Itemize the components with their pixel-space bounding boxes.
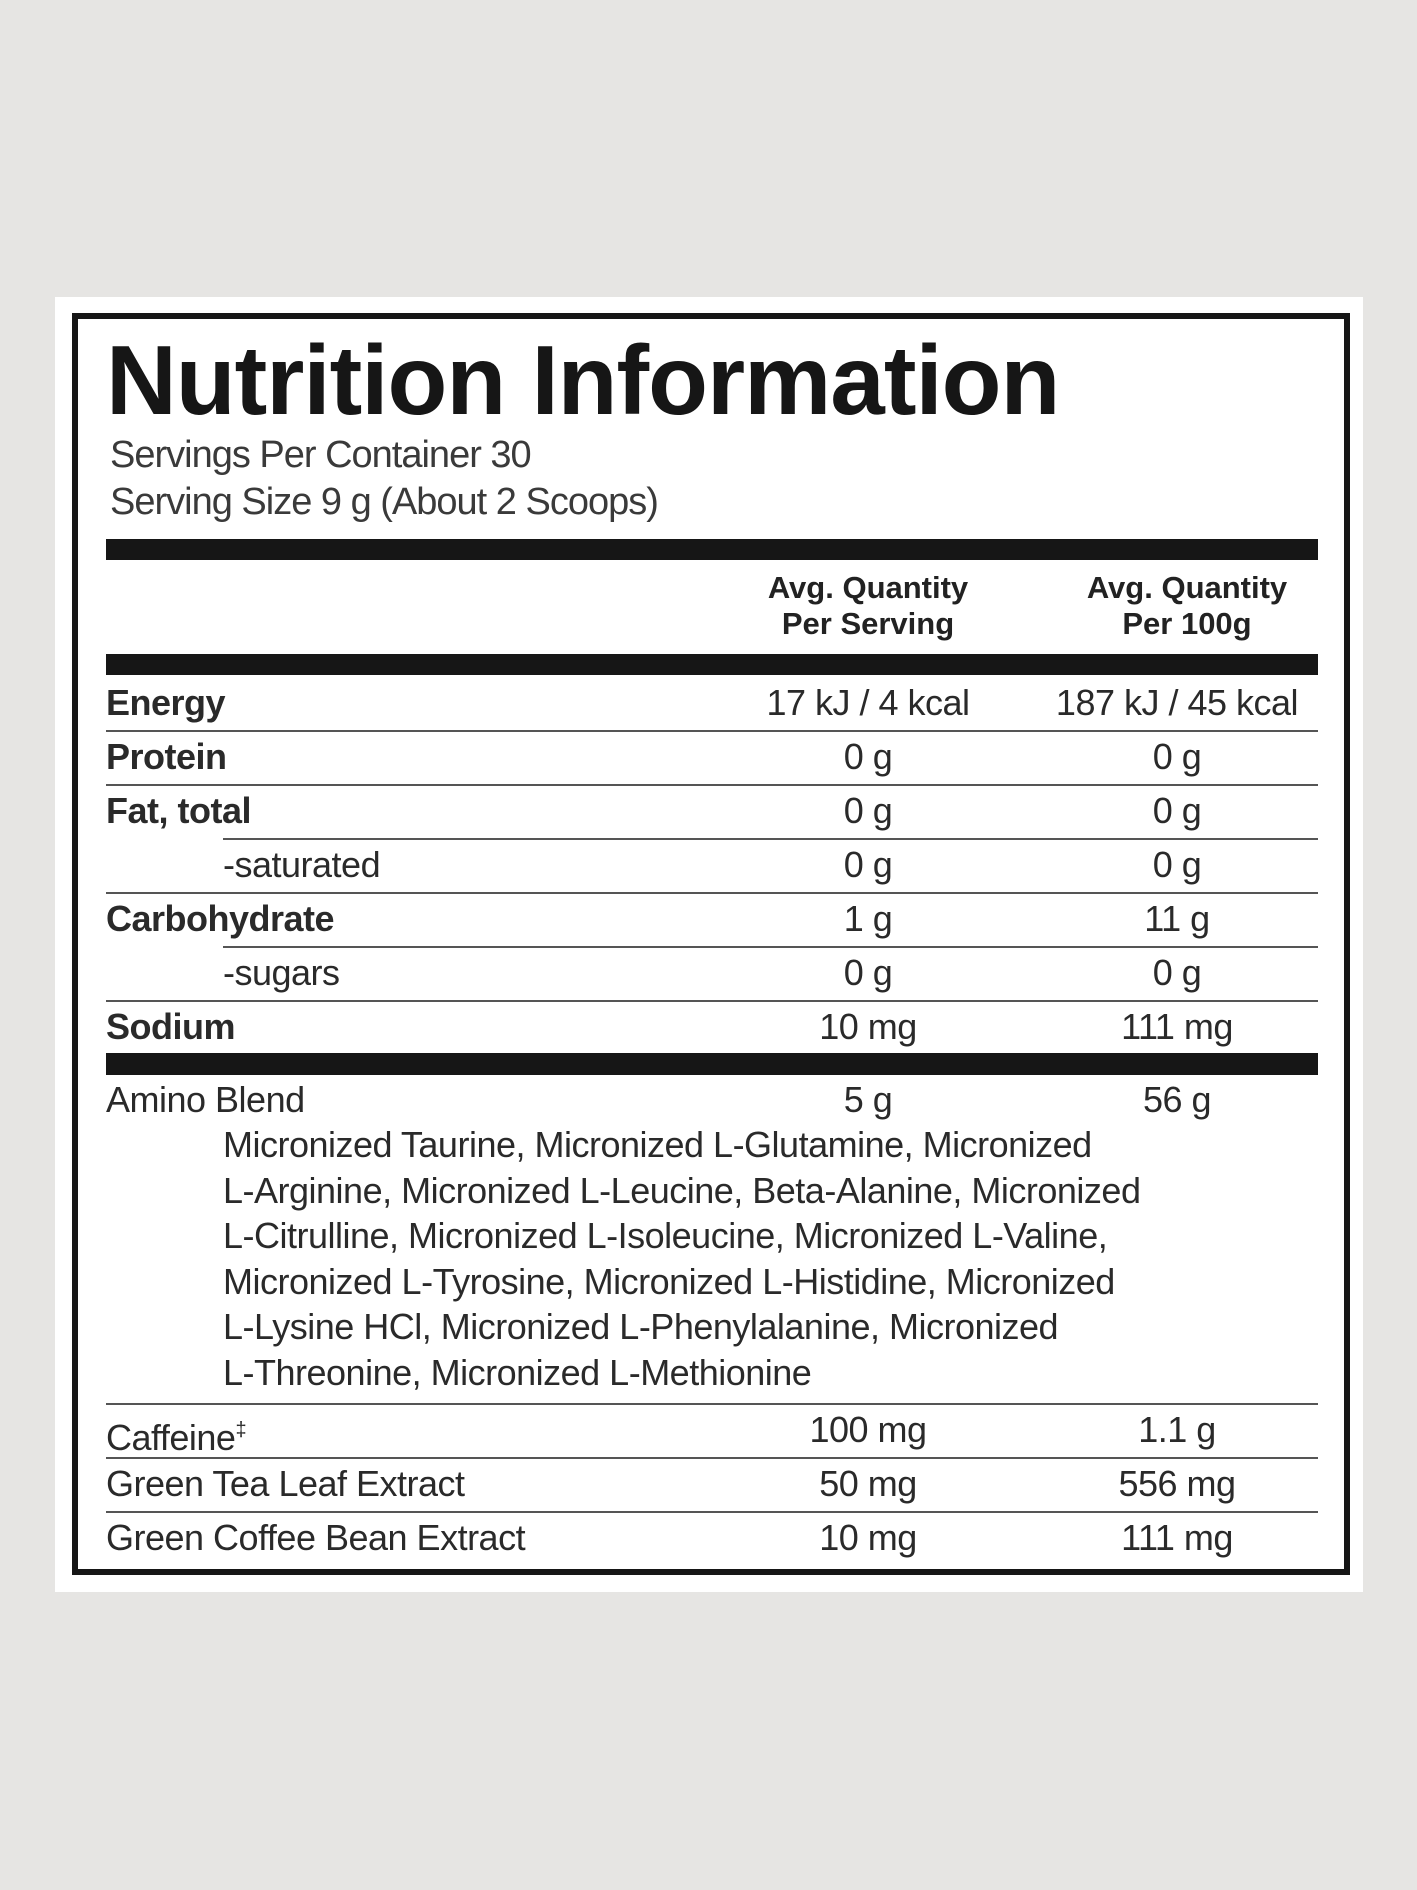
per-serving-value: 0 g [843, 790, 893, 831]
nutrient-label: Green Tea Leaf Extract [106, 1463, 465, 1504]
per-100g-value: 56 g [1142, 1079, 1212, 1120]
nutrient-row-sodium: Sodium 10 mg 111 mg [106, 1000, 1318, 1054]
per-serving-value: 5 g [843, 1079, 893, 1120]
nutrient-row-energy: Energy 17 kJ / 4 kcal 187 kJ / 45 kcal [106, 676, 1318, 730]
per-serving-value: 1 g [843, 898, 893, 939]
nutrient-row-sugars: -sugars 0 g 0 g [106, 946, 1318, 1000]
nutrient-row-protein: Protein 0 g 0 g [106, 730, 1318, 784]
thick-divider [106, 1053, 1318, 1075]
per-100g-value: 0 g [1152, 790, 1202, 831]
per-serving-value: 10 mg [819, 1517, 917, 1558]
servings-per-container: Servings Per Container 30 [110, 434, 532, 476]
footnote-mark: ‡ [235, 1419, 247, 1441]
nutrient-label: Caffeine‡ [106, 1403, 247, 1465]
amino-blend-row: Amino Blend 5 g 56 g [106, 1073, 1318, 1127]
other-ingredients-table: Caffeine‡ 100 mg 1.1 g Green Tea Leaf Extr… [106, 1403, 1318, 1565]
per-serving-value: 50 mg [819, 1463, 917, 1504]
nutrient-label: Amino Blend [106, 1079, 305, 1120]
ingredient-line: Micronized Taurine, Micronized L-Glutami… [223, 1124, 1092, 1165]
serving-size: Serving Size 9 g (About 2 Scoops) [110, 481, 659, 523]
per-100g-value: 1.1 g [1138, 1409, 1216, 1450]
column-header-per-100g: Avg. Quantity Per 100g [1046, 570, 1328, 642]
per-100g-value: 556 mg [1118, 1463, 1236, 1504]
nutrient-row-saturated: -saturated 0 g 0 g [106, 838, 1318, 892]
per-serving-value: 0 g [843, 844, 893, 885]
nutrient-label: Protein [106, 736, 227, 777]
per-100g-value: 0 g [1152, 844, 1202, 885]
header-line: Avg. Quantity [1086, 570, 1288, 605]
nutrient-label: -sugars [223, 952, 340, 993]
nutrient-label: Fat, total [106, 790, 252, 831]
per-serving-value: 0 g [843, 952, 893, 993]
per-serving-value: 0 g [843, 736, 893, 777]
nutrient-label: Sodium [106, 1006, 236, 1047]
header-line: Per 100g [1122, 606, 1252, 641]
per-100g-value: 11 g [1144, 898, 1210, 939]
caffeine-label: Caffeine [106, 1417, 236, 1458]
ingredient-row-green-coffee: Green Coffee Bean Extract 10 mg 111 mg [106, 1511, 1318, 1565]
per-serving-value: 100 mg [809, 1409, 927, 1450]
column-header-per-serving: Avg. Quantity Per Serving [748, 570, 988, 642]
amino-blend-section: Amino Blend 5 g 56 g [106, 1073, 1318, 1127]
ingredient-row-green-tea: Green Tea Leaf Extract 50 mg 556 mg [106, 1457, 1318, 1511]
ingredient-line: L-Arginine, Micronized L-Leucine, Beta-A… [223, 1169, 1141, 1211]
nutrient-row-fat-total: Fat, total 0 g 0 g [106, 784, 1318, 838]
per-100g-value: 0 g [1152, 952, 1202, 993]
per-serving-value: 17 kJ / 4 kcal [766, 682, 970, 723]
per-100g-value: 111 mg [1121, 1006, 1233, 1047]
per-serving-value: 10 mg [819, 1006, 917, 1047]
nutrient-label: -saturated [223, 844, 381, 885]
ingredient-row-caffeine: Caffeine‡ 100 mg 1.1 g [106, 1403, 1318, 1458]
label-border [72, 313, 1350, 1575]
nutrient-label: Energy [106, 682, 226, 723]
nutrient-row-carbohydrate: Carbohydrate 1 g 11 g [106, 892, 1318, 946]
thick-divider [106, 539, 1318, 560]
thick-divider [106, 654, 1318, 675]
ingredient-line: L-Lysine HCl, Micronized L-Phenylalanine… [223, 1306, 1059, 1347]
per-100g-value: 187 kJ / 45 kcal [1055, 682, 1299, 723]
label-title: Nutrition Information [106, 325, 1060, 435]
ingredient-line: Micronized L-Tyrosine, Micronized L-Hist… [223, 1260, 1115, 1302]
label-panel [55, 297, 1363, 1592]
per-100g-value: 111 mg [1121, 1517, 1233, 1558]
header-line: Per Serving [781, 606, 955, 641]
header-line: Avg. Quantity [767, 570, 969, 605]
nutrient-label: Green Coffee Bean Extract [106, 1517, 526, 1558]
nutrient-label: Carbohydrate [106, 898, 335, 939]
ingredient-line: L-Threonine, Micronized L-Methionine [223, 1351, 812, 1393]
per-100g-value: 0 g [1152, 736, 1202, 777]
amino-blend-ingredients: Micronized Taurine, Micronized L-Glutami… [223, 1122, 1141, 1395]
nutrient-table: Energy 17 kJ / 4 kcal 187 kJ / 45 kcal Pro… [106, 676, 1318, 1054]
ingredient-line: L-Citrulline, Micronized L-Isoleucine, M… [223, 1215, 1108, 1256]
